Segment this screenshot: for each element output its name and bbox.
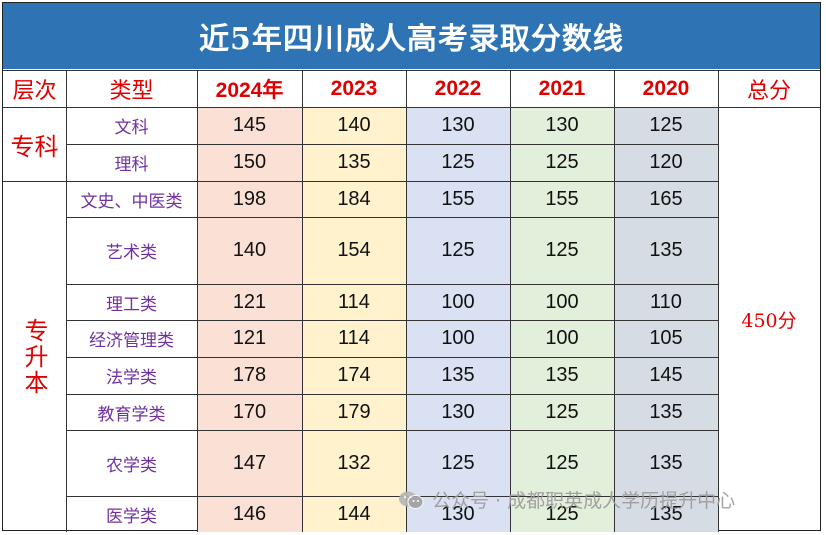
score-cell: 198 (232, 187, 267, 210)
row-type: 教育学类 (97, 404, 166, 425)
score-cell: 121 (232, 327, 267, 349)
score-cell: 155 (545, 187, 579, 210)
score-cell: 147 (232, 451, 267, 474)
page-title: 近5年四川成人高考录取分数线 (3, 3, 820, 69)
score-cell: 125 (545, 451, 579, 474)
grid-line (3, 70, 820, 71)
row-type: 医学类 (106, 506, 157, 527)
grid-line (614, 70, 615, 532)
grid-line (66, 357, 718, 358)
score-cell: 179 (337, 400, 371, 423)
score-cell: 135 (441, 364, 475, 386)
header-cell: 2022 (434, 76, 482, 100)
grid-line (66, 144, 718, 145)
score-cell: 105 (649, 327, 683, 349)
score-cell: 121 (232, 290, 267, 313)
score-cell: 135 (649, 502, 683, 525)
grid-line (302, 70, 303, 532)
grid-line (66, 217, 718, 218)
score-cell: 130 (441, 400, 475, 423)
level-zhuanshengben: 专升本 (20, 317, 48, 396)
score-cell: 135 (649, 239, 683, 261)
wechat-icon (398, 490, 424, 510)
grid-line (66, 394, 718, 395)
score-cell: 100 (441, 290, 475, 313)
header-cell: 2020 (642, 76, 690, 100)
grid-line (3, 181, 718, 182)
score-cell: 135 (649, 400, 683, 423)
grid-line (66, 430, 718, 431)
score-cell: 135 (337, 151, 371, 173)
score-cell: 140 (232, 239, 267, 261)
score-cell: 100 (545, 327, 579, 349)
score-cell: 130 (441, 502, 475, 525)
score-cell: 132 (337, 451, 371, 474)
grid-line (3, 107, 820, 108)
score-cell: 110 (650, 290, 682, 313)
row-type: 理工类 (106, 294, 157, 315)
score-cell: 174 (337, 364, 371, 386)
row-type: 文史、中医类 (80, 191, 183, 212)
level-zhuanke: 专科 (10, 132, 59, 161)
year-column-bg (197, 107, 302, 532)
row-type: 艺术类 (106, 243, 157, 263)
score-cell: 140 (337, 114, 371, 136)
header-cell: 2023 (330, 76, 378, 100)
score-cell: 125 (545, 239, 579, 261)
score-cell: 184 (337, 187, 371, 210)
score-cell: 155 (441, 187, 475, 210)
score-cell: 130 (441, 114, 475, 136)
grid-line (510, 70, 511, 532)
grid-line (66, 284, 718, 285)
grid-line (406, 70, 407, 532)
score-cell: 125 (441, 239, 475, 261)
score-cell: 125 (545, 400, 579, 423)
grid-line (66, 496, 718, 497)
total-score: 450分 (741, 310, 797, 332)
header-cell: 2024年 (215, 78, 284, 102)
score-cell: 120 (649, 151, 683, 173)
row-type: 理科 (114, 155, 149, 175)
score-cell: 125 (441, 451, 475, 474)
grid-line (718, 70, 719, 532)
header-cell: 层次 (12, 78, 57, 104)
year-column-bg (614, 107, 718, 532)
score-cell: 114 (338, 327, 370, 349)
year-column-bg (510, 107, 614, 532)
score-cell: 130 (545, 114, 579, 136)
score-cell: 170 (232, 400, 267, 423)
score-cell: 135 (649, 451, 683, 474)
score-cell: 125 (649, 114, 683, 136)
score-cell: 135 (545, 364, 579, 386)
grid-line (197, 70, 198, 532)
score-cell: 178 (232, 364, 267, 386)
score-cell: 144 (337, 502, 371, 525)
score-cell: 165 (649, 187, 683, 210)
row-type: 农学类 (106, 455, 157, 476)
year-column-bg (406, 107, 510, 532)
row-type: 经济管理类 (89, 331, 174, 351)
watermark-text: 公众号 · 成都职英成人学历提升中心 (432, 490, 736, 512)
score-cell: 100 (441, 327, 475, 349)
row-type: 法学类 (106, 368, 157, 388)
score-cell: 125 (441, 151, 475, 173)
year-column-bg (302, 107, 406, 532)
grid-line (66, 320, 718, 321)
score-cell: 150 (232, 151, 267, 173)
row-type: 文科 (114, 118, 149, 138)
score-cell: 145 (232, 114, 267, 136)
score-cell: 146 (232, 502, 267, 525)
score-cell: 154 (337, 239, 371, 261)
score-cell: 114 (338, 290, 370, 313)
score-cell: 145 (649, 364, 683, 386)
watermark: 公众号 · 成都职英成人学历提升中心 (398, 486, 735, 513)
score-cell: 125 (545, 151, 579, 173)
header-cell: 2021 (538, 76, 586, 100)
score-cell: 125 (545, 502, 579, 525)
header-cell: 总分 (746, 78, 791, 104)
score-cell: 100 (545, 290, 579, 313)
grid-line (66, 70, 67, 532)
header-cell: 类型 (109, 78, 154, 104)
